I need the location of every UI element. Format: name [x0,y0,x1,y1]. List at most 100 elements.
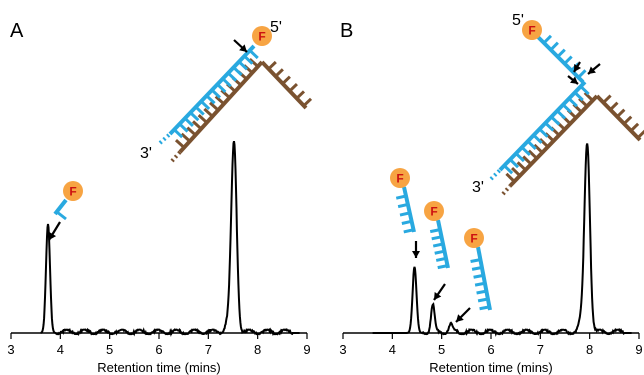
panel-a-peak-arrow-head [49,231,57,240]
panel-b-x-tick-label: 7 [537,342,544,357]
panel-a-x-axis: 3 4 5 6 7 8 9 [7,332,311,357]
panel-a-probe-fluorophore-letter: F [258,30,265,44]
panel-b-probe-strand-lower-tooth [503,164,514,175]
panel-b-probe-strand-upper-tooth [556,48,566,58]
panel-a-five-prime-label: 5' [270,19,282,36]
panel-b-cleavage-arrow-2-head [574,63,582,72]
panel-a-target-overhang-tooth [302,97,313,107]
panel-a-x-tick-label: 9 [303,342,310,357]
panel-a-target-strand-tooth [214,95,225,105]
panel-a-target-strand-tooth [186,126,197,137]
panel-b-probe-strand-lower-tooth [579,85,590,96]
panel-a-probe-fluorophore: F [252,26,272,46]
panel-a-probe-strand-tooth [173,128,184,139]
panel-b-fragment-long-strand-tooth [474,281,486,287]
panel-b-arrow-short-head [412,251,420,258]
panel-b-probe-strand-lower-tooth [520,146,531,157]
panel-a-probe-dots [158,132,172,145]
panel-b-probe-strand-upper-backbone [535,34,585,84]
panel-a-target-overhang-tooth [274,68,284,78]
panel-b-cleavage-arrow-1-head [570,76,578,84]
panel-b-fragment-short-strand-tooth [403,228,414,234]
panel-b-target-overhang-tooth [616,108,626,118]
panel-b-fragment-long-strand-tooth [479,305,490,311]
panel-b-fragment-short-fluorophore-letter: F [396,172,403,186]
panel-b-x-axis: 3 4 5 6 7 8 9 [339,332,643,357]
panel-a-target-strand-tooth [174,138,186,149]
panel-b-target-overhang-tooth [609,101,619,111]
panel-b-probe-strand-lower-tooth [526,140,537,150]
panel-b-five-prime-label: 5' [512,12,524,29]
panel-a-probe-strand-tooth [248,49,259,60]
panel-a-target-strand-tooth [209,101,220,112]
panel-b-probe-fluorophore: F [522,20,542,40]
panel-b-x-tick-label: 9 [635,342,642,357]
panel-a-target-overhang-tooth [267,60,277,70]
panel-b-fragment-medium-fluorophore-letter: F [430,205,437,219]
panel-b-arrow-medium-head [434,291,442,300]
panel-b-fragment-medium-strand-tooth [431,235,442,241]
panel-b-x-tick-label: 8 [586,342,593,357]
panel-b-probe-strand-upper-tooth [549,41,559,51]
panel-b-target-strand-tooth [527,149,538,160]
panel-b-probe-strand-lower-backbone [498,80,587,172]
panel-a-target-strand-tooth [180,132,191,143]
panel-b-target-strand-tooth [522,155,533,166]
panel-a-target-overhang-tooth [281,75,291,85]
panel-b-probe-strand-lower-tooth [567,97,578,108]
panel-a-probe-strand-tooth [237,60,248,71]
schematics [48,34,644,323]
panel-b-fragment-short-strand-tooth [399,211,411,217]
panel-b-fragment-short-strand-tooth [401,219,412,225]
panel-a-fragment-backbone [53,198,68,216]
panel-b-x-tick-label: 4 [389,342,396,357]
panel-a-target-strand-tooth [203,107,214,118]
panel-b-probe-fluorophore-letter: F [528,24,535,38]
panel-b-fragment-long-strand-tooth [477,297,489,303]
panel-a-cleavage-arrow-head [239,44,247,52]
panel-b-fragment-medium-strand-tooth [435,256,447,262]
panel-a-probe-strand-tooth [216,83,227,94]
panel-a-x-tick-label: 3 [7,342,14,357]
panel-a-target-strand-tooth [248,57,259,68]
panel-b-probe-strand-lower-tooth [573,91,584,102]
panel-a-probe-strand-tooth [210,88,221,99]
panel-a-fragment-fluorophore: F [63,181,83,201]
panel-a-probe-strand-tooth [205,94,216,105]
panel-a-x-tick-label: 4 [57,342,64,357]
panel-a-letter: A [10,20,24,42]
panel-a-probe-strand-tooth [194,105,205,116]
panel-a-probe-strand-tooth [200,100,211,110]
panel-b-probe-fluorophore-circle [522,20,542,40]
panel-b-fragment-short-strand-tooth [395,194,407,200]
panel-b-fragment-short-strand-backbone [402,186,416,233]
panel-b-fragment-medium-strand-tooth [437,264,448,270]
panel-b-probe-strand-upper-tooth [577,69,587,79]
panel-b-probe-strand-lower-tooth [562,103,573,114]
panel-b-probe-strand-lower-tooth [514,152,525,163]
panel-a-probe-strand-tooth [243,54,254,65]
panel-b-target-strand-tooth [533,143,544,154]
panel-b-fragment-medium-fluorophore-circle [424,201,444,221]
panel-b-target-strand-tooth [505,172,516,183]
panel-a-x-tick-label: 5 [106,342,113,357]
panel-b-target-strand-tooth [583,91,594,102]
panel-b-fragment-short-fluorophore-circle [390,168,410,188]
panel-b-fragment-long-strand-tooth [471,266,483,271]
panel-b-fragment-long-strand-tooth [473,273,484,279]
panel-b-fragment-medium-strand-tooth [429,228,441,234]
panel-a-probe-strand-tooth [178,122,189,133]
panel-b-target-strand-tooth [516,161,527,172]
panel-a-x-tick-label: 7 [205,342,212,357]
panel-b-probe-strand-upper-tooth [542,34,553,44]
panel-b-fragment-medium-strand-tooth [432,242,444,248]
panel-b-arrow-long-head [456,314,464,322]
panel-b-x-tick-label: 6 [487,342,494,357]
panel-b-target-overhang-tooth [623,115,633,125]
panel-b-fragment-long-fluorophore-letter: F [470,232,477,246]
panel-a-target-overhang-tooth [295,90,306,100]
panel-a-probe-strand-tooth [189,111,200,122]
panel-b-fragment-short-strand-tooth [397,202,409,209]
panel-a-target-strand-backbone [178,60,264,154]
